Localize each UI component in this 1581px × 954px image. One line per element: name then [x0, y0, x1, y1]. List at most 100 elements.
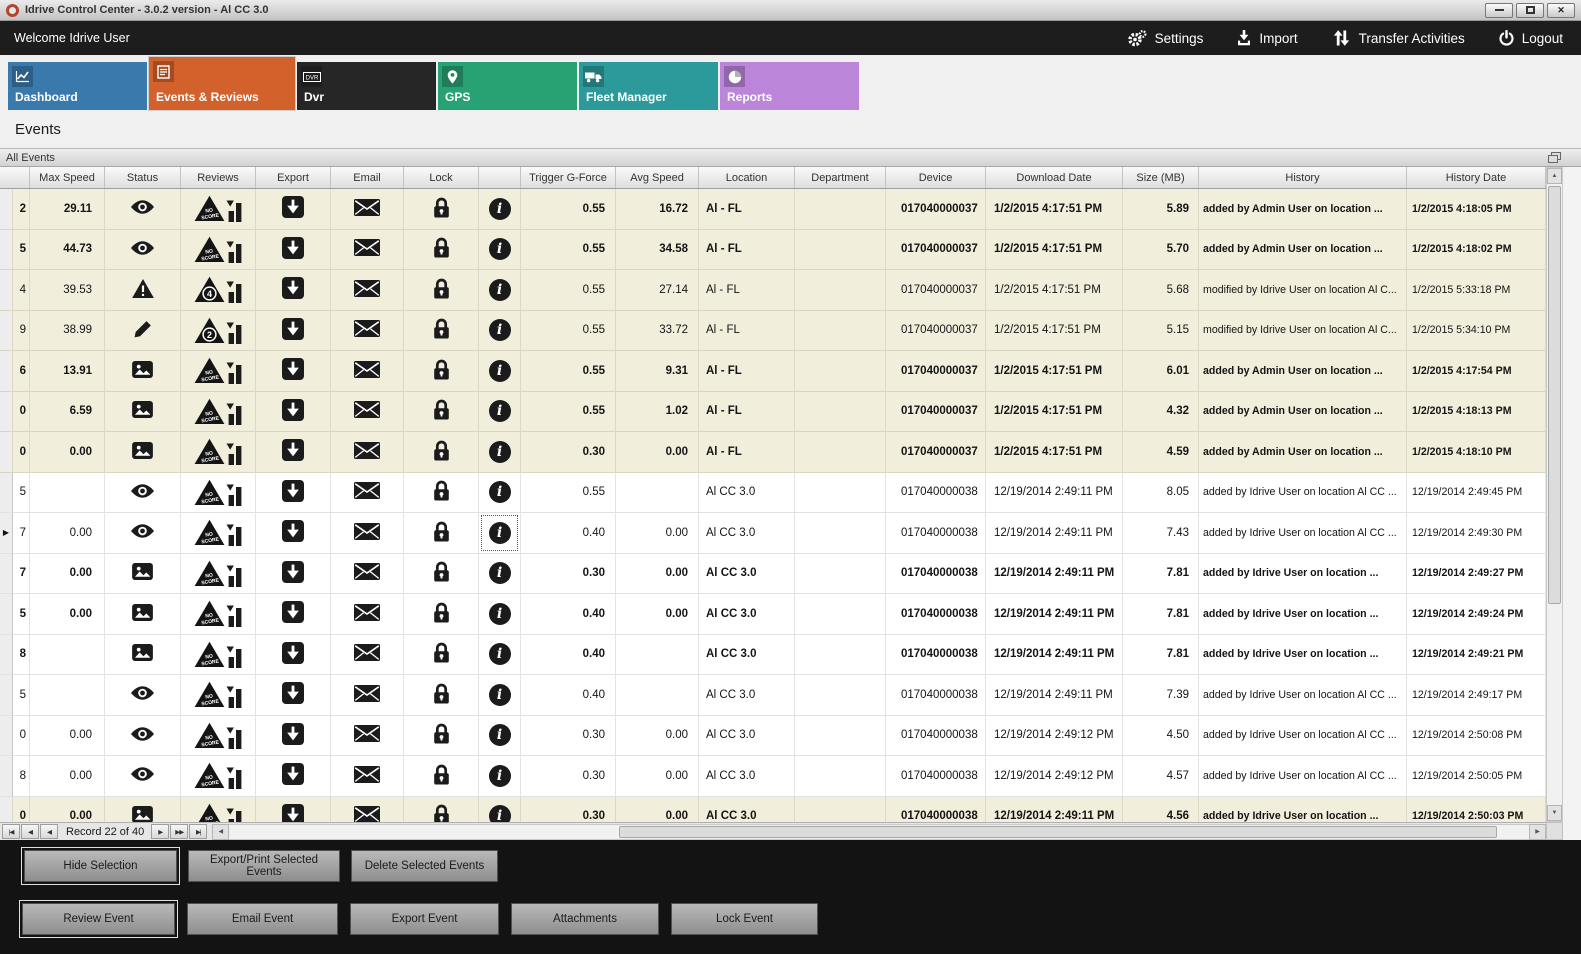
info-button[interactable]: i	[479, 634, 521, 675]
column-header-trigger-g-force[interactable]: Trigger G-Force	[521, 167, 616, 188]
info-button[interactable]: i	[479, 553, 521, 594]
maximize-button[interactable]	[1516, 2, 1544, 18]
export-button[interactable]	[256, 594, 331, 635]
delete-selected-events-button[interactable]: Delete Selected Events	[351, 850, 498, 882]
export-print-selected-events-button[interactable]: Export/Print Selected Events	[188, 850, 340, 882]
export-button[interactable]	[256, 351, 331, 392]
info-button[interactable]: i	[479, 351, 521, 392]
table-row[interactable]: 5 NO SCORE i 0.55 Al CC 3.0 017040000038 12/19/…	[0, 472, 1546, 513]
column-header-lock[interactable]: Lock	[404, 167, 479, 188]
email-button[interactable]	[331, 310, 404, 351]
tab-gps[interactable]: GPS	[438, 62, 577, 110]
attachments-button[interactable]: Attachments	[511, 903, 659, 935]
table-row[interactable]: 0 0.00 NO SCORE i 0.30 0.00 Al - FL 017040000037…	[0, 432, 1546, 473]
lock-button[interactable]	[404, 351, 479, 392]
column-header-size-mb[interactable]: Size (MB)	[1123, 167, 1199, 188]
email-button[interactable]	[331, 675, 404, 716]
column-header-export[interactable]: Export	[256, 167, 331, 188]
info-button[interactable]: i	[479, 391, 521, 432]
horizontal-scrollbar[interactable]	[229, 823, 1529, 840]
close-button[interactable]: ✕	[1547, 2, 1575, 18]
table-row[interactable]: 8 0.00 NO SCORE i 0.30 0.00 Al CC 3.0 0170400000…	[0, 756, 1546, 797]
hscroll-left-arrow[interactable]: ◀	[212, 823, 230, 840]
lock-button[interactable]	[404, 634, 479, 675]
table-row[interactable]: 8 NO SCORE i 0.40 Al CC 3.0 017040000038 12/19/…	[0, 634, 1546, 675]
column-header-email[interactable]: Email	[331, 167, 404, 188]
lock-event-button[interactable]: Lock Event	[671, 903, 818, 935]
lock-button[interactable]	[404, 472, 479, 513]
nav-next-page-button[interactable]: ▶▶	[170, 824, 189, 839]
action-settings[interactable]: Settings	[1127, 29, 1203, 47]
lock-button[interactable]	[404, 310, 479, 351]
email-button[interactable]	[331, 472, 404, 513]
email-button[interactable]	[331, 432, 404, 473]
table-row[interactable]: 2 29.11 NO SCORE i 0.55 16.72 Al - FL 0170400000…	[0, 189, 1546, 230]
email-button[interactable]	[331, 189, 404, 230]
table-row[interactable]: 5 0.00 NO SCORE i 0.40 0.00 Al CC 3.0 0170400000…	[0, 594, 1546, 635]
column-header-info[interactable]	[479, 167, 521, 188]
nav-first-button[interactable]: |◀	[2, 824, 20, 839]
info-button[interactable]: i	[479, 229, 521, 270]
table-row[interactable]: 0 6.59 NO SCORE i 0.55 1.02 Al - FL 017040000037…	[0, 391, 1546, 432]
export-button[interactable]	[256, 310, 331, 351]
info-button[interactable]: i	[479, 472, 521, 513]
email-button[interactable]	[331, 270, 404, 311]
vscroll-thumb[interactable]	[1548, 186, 1561, 604]
export-button[interactable]	[256, 634, 331, 675]
column-header-download-date[interactable]: Download Date	[986, 167, 1123, 188]
export-button[interactable]	[256, 715, 331, 756]
tab-dashboard[interactable]: Dashboard	[8, 62, 147, 110]
info-button[interactable]: i	[479, 310, 521, 351]
lock-button[interactable]	[404, 391, 479, 432]
column-header-location[interactable]: Location	[699, 167, 795, 188]
info-button[interactable]: i	[479, 432, 521, 473]
vscroll-up-arrow[interactable]: ▲	[1547, 168, 1562, 184]
email-button[interactable]	[331, 634, 404, 675]
table-row[interactable]: 9 38.99 2 i 0.55 33.72 Al - FL 017040000037 1/2/…	[0, 310, 1546, 351]
action-transfer-activities[interactable]: Transfer Activities	[1332, 30, 1465, 46]
info-button[interactable]: i	[479, 715, 521, 756]
tab-events-reviews[interactable]: Events & Reviews	[149, 57, 295, 110]
review-event-button[interactable]: Review Event	[19, 900, 178, 938]
table-row[interactable]: 5 44.73 NO SCORE i 0.55 34.58 Al - FL 0170400000…	[0, 229, 1546, 270]
export-button[interactable]	[256, 675, 331, 716]
column-header-status[interactable]: Status	[105, 167, 181, 188]
info-button[interactable]: i	[479, 513, 521, 554]
tab-reports[interactable]: Reports	[720, 62, 859, 110]
export-button[interactable]	[256, 432, 331, 473]
lock-button[interactable]	[404, 229, 479, 270]
table-row[interactable]: 6 13.91 NO SCORE i 0.55 9.31 Al - FL 01704000003…	[0, 351, 1546, 392]
minimize-button[interactable]	[1485, 2, 1513, 18]
lock-button[interactable]	[404, 189, 479, 230]
column-header-reviews[interactable]: Reviews	[181, 167, 256, 188]
table-row[interactable]: 4 39.53 4 i 0.55 27.14 Al - FL 017040000037 1/2/…	[0, 270, 1546, 311]
tab-fleet-manager[interactable]: Fleet Manager	[579, 62, 718, 110]
email-button[interactable]	[331, 351, 404, 392]
info-button[interactable]: i	[479, 756, 521, 797]
export-button[interactable]	[256, 513, 331, 554]
column-header-max-speed[interactable]: Max Speed	[30, 167, 105, 188]
action-logout[interactable]: Logout	[1499, 30, 1563, 46]
email-button[interactable]	[331, 391, 404, 432]
email-button[interactable]	[331, 756, 404, 797]
lock-button[interactable]	[404, 513, 479, 554]
email-button[interactable]	[331, 553, 404, 594]
action-import[interactable]: Import	[1237, 30, 1298, 46]
email-button[interactable]	[331, 715, 404, 756]
table-row[interactable]: 5 NO SCORE i 0.40 Al CC 3.0 017040000038 12/19/…	[0, 675, 1546, 716]
hide-selection-button[interactable]: Hide Selection	[21, 847, 180, 885]
nav-last-button[interactable]: ▶|	[189, 824, 208, 839]
lock-button[interactable]	[404, 756, 479, 797]
lock-button[interactable]	[404, 432, 479, 473]
tab-dvr[interactable]: DVR Dvr	[297, 62, 436, 110]
export-button[interactable]	[256, 472, 331, 513]
export-button[interactable]	[256, 796, 331, 822]
hscroll-right-arrow[interactable]: ▶	[1529, 823, 1546, 840]
column-header-device[interactable]: Device	[886, 167, 986, 188]
panel-restore-icon[interactable]	[1548, 152, 1561, 163]
lock-button[interactable]	[404, 594, 479, 635]
info-button[interactable]: i	[479, 796, 521, 822]
lock-button[interactable]	[404, 553, 479, 594]
